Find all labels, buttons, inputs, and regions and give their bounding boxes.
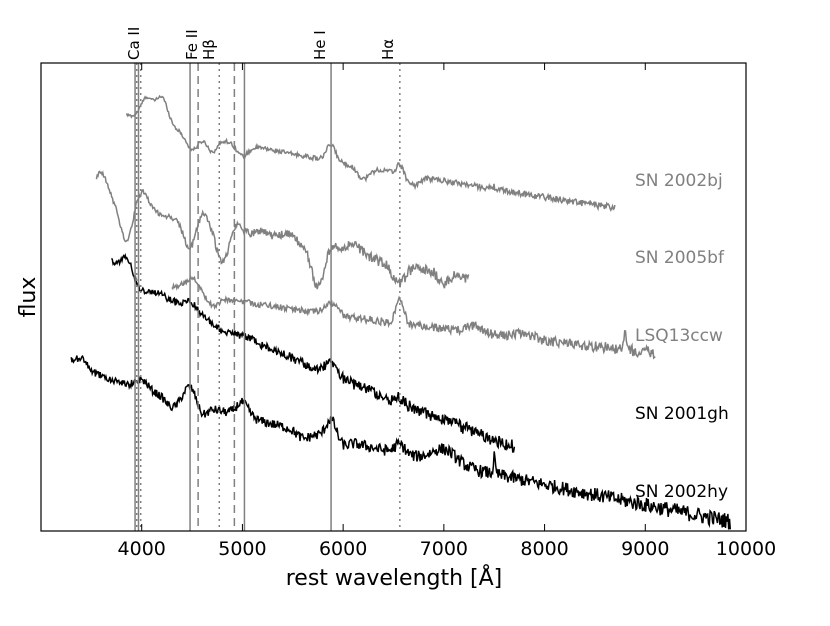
spectra-series [70, 94, 732, 530]
line-label-he1: He I [311, 30, 329, 60]
line-label-hbeta: Hβ [200, 39, 218, 60]
x-tick-label: 9000 [621, 538, 669, 560]
series-label-sn2001gh: SN 2001gh [635, 404, 729, 424]
line-identification-markers [134, 63, 401, 531]
series-label-lsq13ccw: LSQ13ccw [635, 326, 723, 346]
y-axis-label: flux [16, 277, 41, 318]
x-tick-label: 8000 [520, 538, 568, 560]
x-tick-label: 5000 [218, 538, 266, 560]
series-line-sn-2005bf [95, 170, 470, 290]
x-tick-label: 7000 [420, 538, 468, 560]
series-line-sn-2002hy [70, 354, 732, 530]
plot-frame [40, 62, 747, 532]
series-line-sn-2002bj [125, 94, 616, 213]
x-tick-label: 10000 [716, 538, 776, 560]
series-label-sn2005bf: SN 2005bf [635, 248, 725, 268]
series-label-sn2002bj: SN 2002bj [635, 171, 723, 191]
x-tick-label: 6000 [319, 538, 367, 560]
series-label-sn2002hy: SN 2002hy [635, 482, 728, 502]
line-label-fe2: Fe II [183, 29, 201, 60]
line-label-ca2: Ca II [125, 27, 143, 60]
line-label-halpha: Hα [379, 39, 397, 60]
x-axis-ticks: 4000 5000 6000 7000 8000 9000 10000 [118, 63, 776, 560]
x-axis-label: rest wavelength [Å] [286, 564, 503, 591]
series-line-sn-2001gh [110, 252, 516, 453]
x-tick-label: 4000 [118, 538, 166, 560]
series-line-lsq13ccw [171, 274, 656, 360]
